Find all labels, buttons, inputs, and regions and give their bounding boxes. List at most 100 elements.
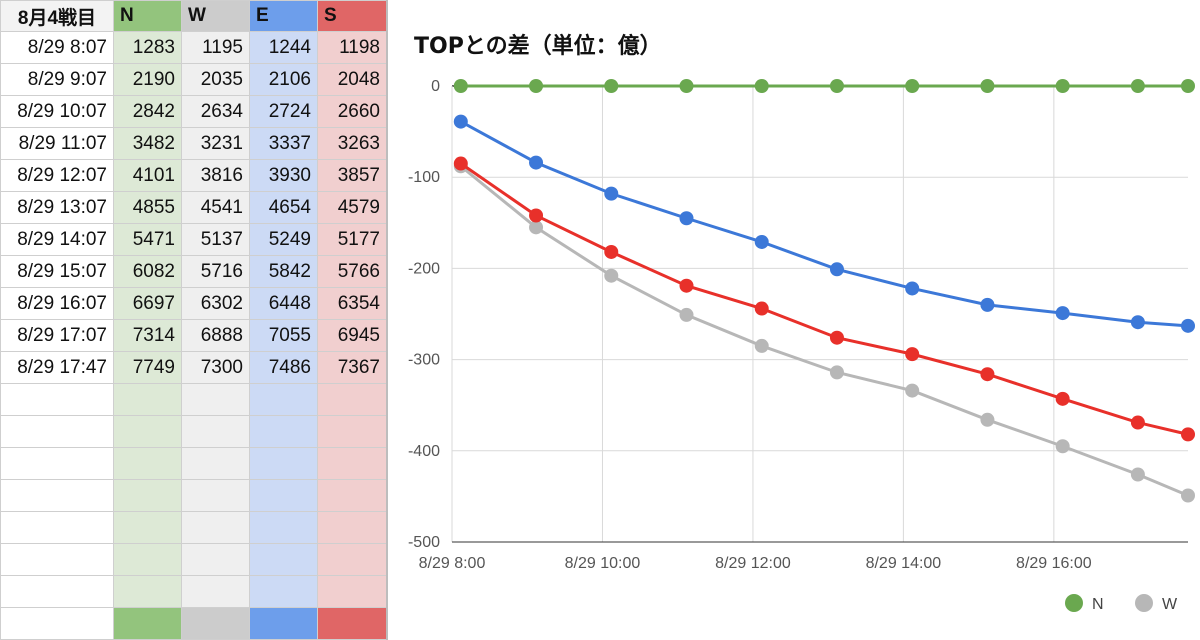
empty-cell[interactable] (249, 542, 318, 576)
cell-s[interactable]: 3857 (317, 159, 387, 193)
empty-cell[interactable] (0, 574, 114, 608)
header-n[interactable]: N (113, 0, 182, 33)
cell-e[interactable]: 3337 (249, 127, 318, 161)
empty-cell[interactable] (181, 510, 250, 544)
empty-cell[interactable] (317, 574, 387, 608)
empty-cell[interactable] (113, 542, 182, 576)
empty-cell[interactable] (249, 446, 318, 480)
time-cell[interactable]: 8/29 16:07 (0, 287, 114, 321)
cell-w[interactable]: 6302 (181, 287, 250, 321)
cell-n[interactable]: 2190 (113, 63, 182, 97)
cell-e[interactable]: 5842 (249, 255, 318, 289)
cell-n[interactable]: 6082 (113, 255, 182, 289)
cell-n[interactable]: 1283 (113, 31, 182, 65)
cell-s[interactable]: 7367 (317, 351, 387, 385)
cell-e[interactable]: 5249 (249, 223, 318, 257)
time-cell[interactable]: 8/29 13:07 (0, 191, 114, 225)
cell-s[interactable]: 5177 (317, 223, 387, 257)
time-cell[interactable]: 8/29 12:07 (0, 159, 114, 193)
cell-e[interactable]: 7055 (249, 319, 318, 353)
cell-s[interactable]: 1198 (317, 31, 387, 65)
empty-cell[interactable] (181, 415, 250, 448)
corner-cell[interactable]: 8月4戦目 (0, 0, 114, 33)
time-cell[interactable]: 8/29 10:07 (0, 95, 114, 129)
empty-cell[interactable] (317, 478, 387, 512)
cell-w[interactable]: 1195 (181, 31, 250, 65)
empty-cell[interactable] (0, 606, 114, 640)
empty-cell[interactable] (113, 446, 182, 480)
cell-n[interactable]: 5471 (113, 223, 182, 257)
cell-s[interactable]: 4579 (317, 191, 387, 225)
time-cell[interactable]: 8/29 17:07 (0, 319, 114, 353)
cell-s[interactable]: 5766 (317, 255, 387, 289)
empty-cell[interactable] (181, 542, 250, 576)
empty-cell[interactable] (181, 383, 250, 416)
cell-e[interactable]: 2724 (249, 95, 318, 129)
empty-cell[interactable] (113, 606, 182, 640)
time-cell[interactable]: 8/29 9:07 (0, 63, 114, 97)
empty-cell[interactable] (249, 574, 318, 608)
empty-cell[interactable] (317, 383, 387, 416)
cell-n[interactable]: 4855 (113, 191, 182, 225)
empty-cell[interactable] (181, 478, 250, 512)
cell-n[interactable]: 3482 (113, 127, 182, 161)
cell-n[interactable]: 7314 (113, 319, 182, 353)
cell-w[interactable]: 3231 (181, 127, 250, 161)
empty-cell[interactable] (249, 383, 318, 416)
empty-cell[interactable] (317, 510, 387, 544)
empty-cell[interactable] (317, 542, 387, 576)
empty-cell[interactable] (113, 383, 182, 416)
cell-w[interactable]: 5716 (181, 255, 250, 289)
empty-cell[interactable] (113, 478, 182, 512)
empty-cell[interactable] (249, 606, 318, 640)
cell-w[interactable]: 2035 (181, 63, 250, 97)
empty-cell[interactable] (181, 574, 250, 608)
cell-s[interactable]: 2660 (317, 95, 387, 129)
cell-s[interactable]: 2048 (317, 63, 387, 97)
cell-e[interactable]: 6448 (249, 287, 318, 321)
empty-cell[interactable] (317, 606, 387, 640)
cell-w[interactable]: 6888 (181, 319, 250, 353)
cell-s[interactable]: 6354 (317, 287, 387, 321)
cell-n[interactable]: 2842 (113, 95, 182, 129)
empty-cell[interactable] (113, 574, 182, 608)
cell-n[interactable]: 7749 (113, 351, 182, 385)
cell-w[interactable]: 2634 (181, 95, 250, 129)
empty-cell[interactable] (0, 510, 114, 544)
cell-e[interactable]: 2106 (249, 63, 318, 97)
empty-cell[interactable] (0, 478, 114, 512)
time-cell[interactable]: 8/29 11:07 (0, 127, 114, 161)
empty-cell[interactable] (0, 446, 114, 480)
cell-w[interactable]: 5137 (181, 223, 250, 257)
empty-cell[interactable] (181, 606, 250, 640)
empty-cell[interactable] (317, 415, 387, 448)
header-w[interactable]: W (181, 0, 250, 33)
header-e[interactable]: E (249, 0, 318, 33)
time-cell[interactable]: 8/29 15:07 (0, 255, 114, 289)
empty-cell[interactable] (249, 510, 318, 544)
time-cell[interactable]: 8/29 17:47 (0, 351, 114, 385)
cell-e[interactable]: 3930 (249, 159, 318, 193)
time-cell[interactable]: 8/29 8:07 (0, 31, 114, 65)
header-s[interactable]: S (317, 0, 387, 33)
time-cell[interactable]: 8/29 14:07 (0, 223, 114, 257)
empty-cell[interactable] (0, 383, 114, 416)
empty-cell[interactable] (181, 446, 250, 480)
cell-n[interactable]: 4101 (113, 159, 182, 193)
empty-cell[interactable] (0, 542, 114, 576)
cell-e[interactable]: 1244 (249, 31, 318, 65)
pane-divider[interactable] (386, 0, 388, 640)
empty-cell[interactable] (113, 415, 182, 448)
cell-n[interactable]: 6697 (113, 287, 182, 321)
cell-e[interactable]: 4654 (249, 191, 318, 225)
empty-cell[interactable] (249, 415, 318, 448)
empty-cell[interactable] (317, 446, 387, 480)
empty-cell[interactable] (0, 415, 114, 448)
empty-cell[interactable] (113, 510, 182, 544)
cell-s[interactable]: 6945 (317, 319, 387, 353)
cell-s[interactable]: 3263 (317, 127, 387, 161)
cell-w[interactable]: 7300 (181, 351, 250, 385)
empty-cell[interactable] (249, 478, 318, 512)
cell-w[interactable]: 3816 (181, 159, 250, 193)
cell-e[interactable]: 7486 (249, 351, 318, 385)
